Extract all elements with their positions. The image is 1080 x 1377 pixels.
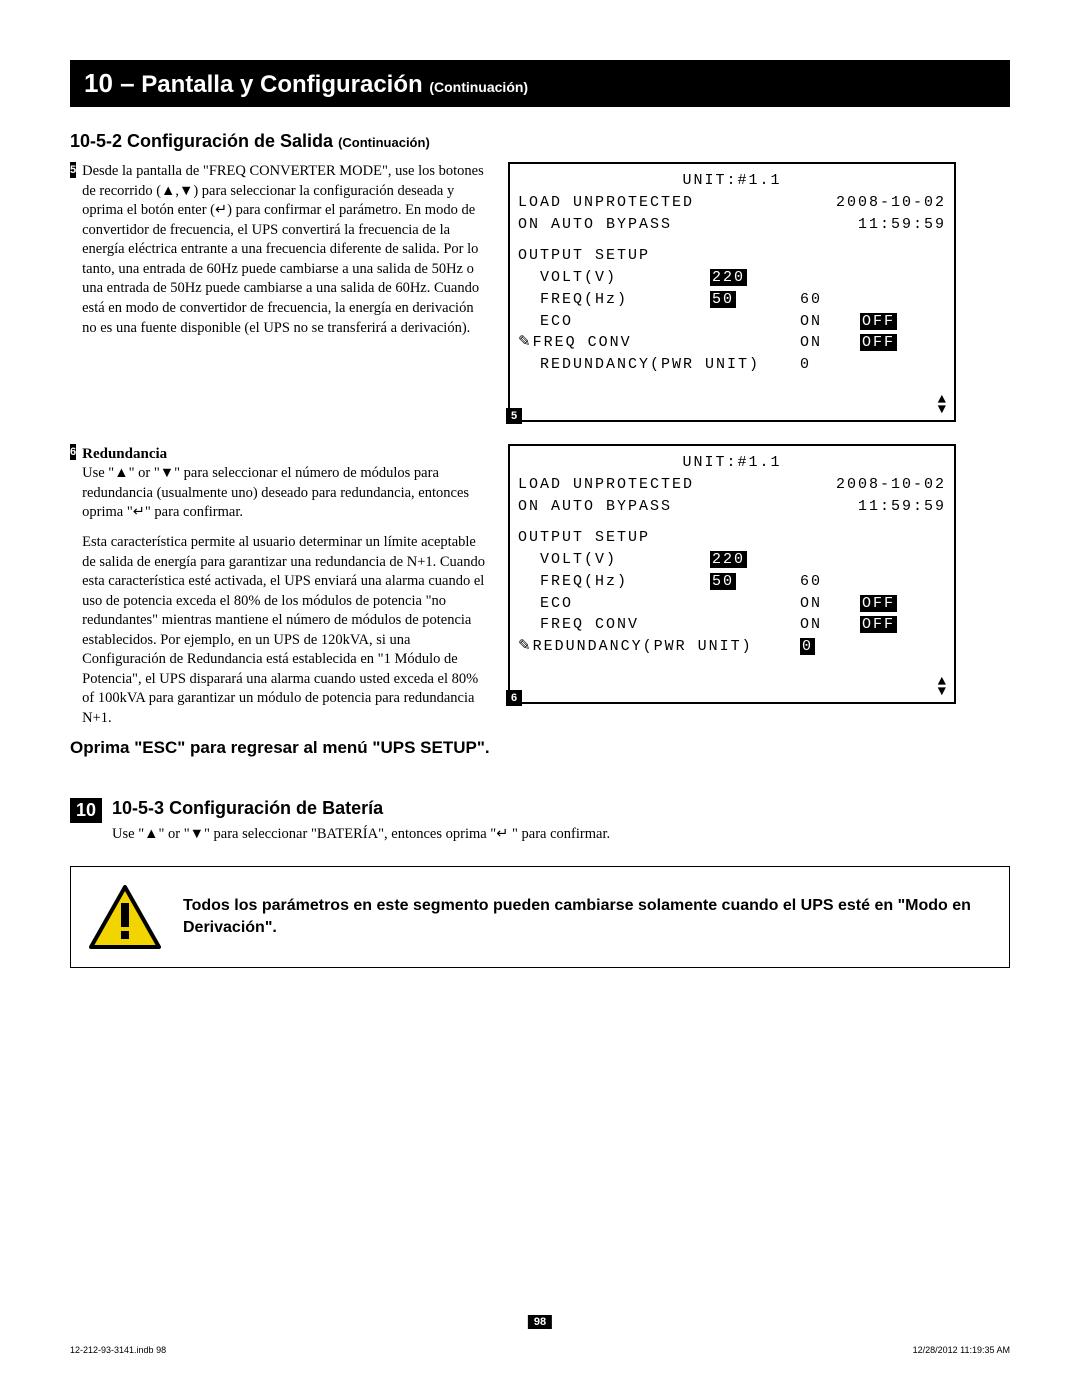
lcd5-bypass: ON AUTO BYPASS bbox=[518, 214, 672, 236]
step-5-text: Desde la pantalla de "FREQ CONVERTER MOD… bbox=[82, 162, 490, 338]
lcd5-redun-val: 0 bbox=[800, 354, 860, 376]
lcd6-eco-on: ON bbox=[800, 593, 860, 615]
step-5: 5 Desde la pantalla de "FREQ CONVERTER M… bbox=[70, 162, 490, 338]
chapter-title-bar: 10 – Pantalla y Configuración (Continuac… bbox=[70, 60, 1010, 107]
lcd6-eco-label: ECO bbox=[540, 593, 710, 615]
lcd-screen-5: UNIT:#1.1 LOAD UNPROTECTED 2008-10-02 ON… bbox=[508, 162, 956, 422]
page-number: 98 bbox=[528, 1315, 552, 1329]
lcd6-freq-label: FREQ(Hz) bbox=[540, 571, 710, 593]
lcd5-setup: OUTPUT SETUP bbox=[518, 245, 946, 267]
lcd5-unit: UNIT:#1.1 bbox=[518, 170, 946, 192]
lcd6-volt-val: 220 bbox=[710, 551, 747, 568]
footer-left: 12-212-93-3141.indb 98 bbox=[70, 1345, 166, 1355]
lcd5-conv-on: ON bbox=[778, 332, 838, 354]
lcd6-tag: 6 bbox=[506, 690, 522, 706]
lcd6-bypass: ON AUTO BYPASS bbox=[518, 496, 672, 518]
lcd-screen-6: UNIT:#1.1 LOAD UNPROTECTED 2008-10-02 ON… bbox=[508, 444, 956, 704]
lcd6-conv-on: ON bbox=[800, 614, 860, 636]
lcd6-time: 11:59:59 bbox=[858, 496, 946, 518]
lcd6-conv-off: OFF bbox=[860, 616, 897, 633]
step-6: 6 Redundancia Use "▲" or "▼" para selecc… bbox=[70, 444, 490, 729]
step-6-number: 6 bbox=[70, 444, 76, 460]
chapter-number: 10 – bbox=[84, 68, 135, 98]
chapter-subtitle: (Continuación) bbox=[429, 79, 528, 95]
lcd5-eco-label: ECO bbox=[540, 311, 710, 333]
lcd5-tag: 5 bbox=[506, 408, 522, 424]
lcd5-conv-off: OFF bbox=[860, 334, 897, 351]
lcd5-date: 2008-10-02 bbox=[836, 192, 946, 214]
lcd5-eco-on: ON bbox=[800, 311, 860, 333]
lcd5-load: LOAD UNPROTECTED bbox=[518, 192, 694, 214]
lcd5-freq-alt: 60 bbox=[800, 289, 860, 311]
section-tab-10: 10 bbox=[70, 798, 102, 823]
footer-right: 12/28/2012 11:19:35 AM bbox=[913, 1345, 1010, 1355]
step-6-title: Redundancia bbox=[82, 444, 490, 464]
lcd6-eco-off: OFF bbox=[860, 595, 897, 612]
lcd5-scroll-arrows-icon: ▲▼ bbox=[938, 396, 946, 416]
section-heading-10-5-2: 10-5-2 Configuración de Salida (Continua… bbox=[70, 131, 1010, 152]
page-footer: 12-212-93-3141.indb 98 12/28/2012 11:19:… bbox=[70, 1345, 1010, 1355]
lcd5-cursor-icon: ✎ bbox=[518, 334, 533, 351]
lcd6-date: 2008-10-02 bbox=[836, 474, 946, 496]
lcd6-freq-alt: 60 bbox=[800, 571, 860, 593]
lcd5-time: 11:59:59 bbox=[858, 214, 946, 236]
lcd6-unit: UNIT:#1.1 bbox=[518, 452, 946, 474]
lcd6-cursor-icon: ✎ bbox=[518, 638, 533, 655]
chapter-title: Pantalla y Configuración bbox=[135, 71, 430, 98]
lcd6-load: LOAD UNPROTECTED bbox=[518, 474, 694, 496]
lcd6-freq-val: 50 bbox=[710, 573, 736, 590]
warning-box: Todos los parámetros en este segmento pu… bbox=[70, 866, 1010, 968]
lcd5-freq-label: FREQ(Hz) bbox=[540, 289, 710, 311]
lcd5-volt-val: 220 bbox=[710, 269, 747, 286]
step-6-p1: Use "▲" or "▼" para seleccionar el númer… bbox=[82, 464, 490, 523]
step-5-number: 5 bbox=[70, 162, 76, 178]
lcd6-setup: OUTPUT SETUP bbox=[518, 527, 946, 549]
lcd6-volt-label: VOLT(V) bbox=[540, 549, 710, 571]
lcd6-conv-label: FREQ CONV bbox=[540, 614, 710, 636]
esc-note: Oprima "ESC" para regresar al menú "UPS … bbox=[70, 737, 490, 760]
lcd6-scroll-arrows-icon: ▲▼ bbox=[938, 678, 946, 698]
lcd5-freq-val: 50 bbox=[710, 291, 736, 308]
lcd6-redun-val: 0 bbox=[800, 638, 815, 655]
step-6-p2: Esta característica permite al usuario d… bbox=[82, 533, 490, 729]
warning-text: Todos los parámetros en este segmento pu… bbox=[183, 895, 991, 938]
section-heading-10-5-3: 10-5-3 Configuración de Batería bbox=[112, 798, 610, 819]
lcd5-eco-off: OFF bbox=[860, 313, 897, 330]
warning-icon bbox=[89, 885, 161, 949]
lcd5-volt-label: VOLT(V) bbox=[540, 267, 710, 289]
lcd5-conv-label: FREQ CONV bbox=[533, 334, 632, 351]
lcd5-redun-label: REDUNDANCY(PWR UNIT) bbox=[540, 354, 800, 376]
lcd6-redun-label: REDUNDANCY(PWR UNIT) bbox=[533, 638, 753, 655]
section-10-5-3-text: Use "▲" or "▼" para seleccionar "BATERÍA… bbox=[112, 825, 610, 845]
